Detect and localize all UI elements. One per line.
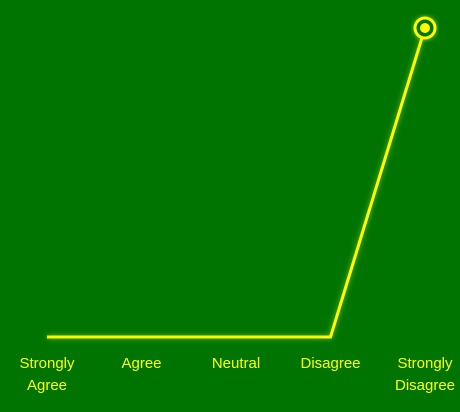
x-tick-label: Strongly Disagree <box>395 355 455 394</box>
x-tick-label: Strongly Agree <box>19 355 75 394</box>
data-point-marker-center <box>420 23 430 33</box>
plot-area <box>47 16 437 339</box>
x-axis-labels: Strongly Agree Agree Neutral Disagree Strongl… <box>19 355 455 394</box>
x-tick-label: Agree <box>121 355 161 372</box>
series-line <box>47 27 427 339</box>
x-tick-label: Neutral <box>212 355 260 372</box>
x-tick-label: Disagree <box>300 355 360 372</box>
